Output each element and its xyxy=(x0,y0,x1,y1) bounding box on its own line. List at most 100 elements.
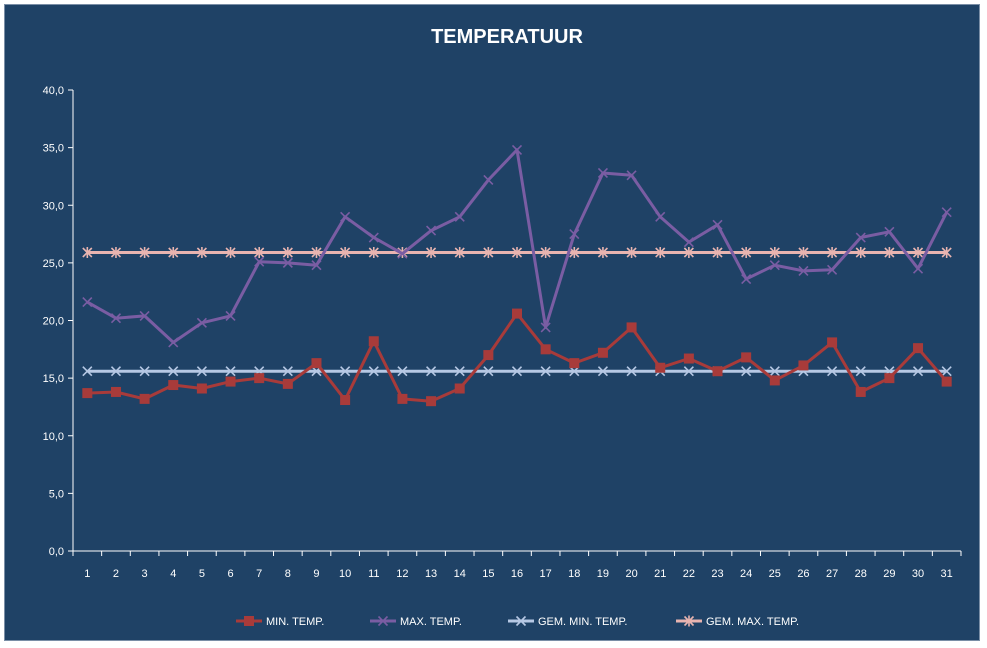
data-point xyxy=(655,362,666,373)
data-point xyxy=(884,373,895,384)
x-tick-label: 24 xyxy=(740,568,752,580)
y-tick-label: 5,0 xyxy=(49,488,64,500)
data-point xyxy=(855,247,866,259)
x-tick-label: 26 xyxy=(797,568,809,580)
data-point xyxy=(196,366,207,377)
x-tick-label: 20 xyxy=(625,568,637,580)
data-point xyxy=(941,247,952,259)
data-point xyxy=(569,228,580,240)
x-tick-label: 9 xyxy=(313,568,319,580)
data-point xyxy=(368,247,379,259)
series-layer xyxy=(82,144,952,407)
legend-item: MAX. TEMP. xyxy=(370,615,462,628)
y-tick-label: 10,0 xyxy=(43,431,64,443)
data-point xyxy=(454,366,465,377)
data-point xyxy=(82,388,93,399)
data-point xyxy=(798,247,809,259)
x-tick-label: 1 xyxy=(84,568,90,580)
data-point xyxy=(569,358,580,369)
x-tick-label: 15 xyxy=(482,568,494,580)
x-tick-label: 13 xyxy=(425,568,437,580)
data-point xyxy=(655,211,666,222)
x-tick-label: 21 xyxy=(654,568,666,580)
data-point xyxy=(913,343,924,354)
chart-area xyxy=(4,4,980,641)
data-point xyxy=(655,247,666,259)
data-point xyxy=(855,386,866,397)
data-point xyxy=(368,232,379,243)
data-point xyxy=(225,366,236,377)
x-tick-label: 2 xyxy=(113,568,119,580)
x-tick-label: 29 xyxy=(883,568,895,580)
data-point xyxy=(741,352,752,363)
y-tick-label: 15,0 xyxy=(43,373,64,385)
x-tick-label: 16 xyxy=(511,568,523,580)
data-point xyxy=(282,378,293,389)
data-point xyxy=(712,247,723,259)
series-4 xyxy=(82,247,952,259)
legend-item: GEM. MAX. TEMP. xyxy=(676,615,799,628)
data-point xyxy=(454,211,465,222)
series-2 xyxy=(82,144,952,348)
data-point xyxy=(540,322,551,333)
data-point xyxy=(168,247,179,259)
data-point xyxy=(626,170,637,181)
data-point xyxy=(397,366,408,377)
data-point xyxy=(626,366,637,377)
x-tick-label: 14 xyxy=(454,568,466,580)
legend-label: GEM. MAX. TEMP. xyxy=(706,616,799,628)
series-line xyxy=(87,312,948,403)
data-point xyxy=(282,257,293,268)
x-tick-label: 11 xyxy=(368,568,379,580)
data-point xyxy=(855,366,866,377)
data-point xyxy=(340,211,351,222)
data-point xyxy=(769,260,780,271)
data-point xyxy=(168,366,179,377)
x-tick-label: 6 xyxy=(227,568,233,580)
x-tick-label: 8 xyxy=(285,568,291,580)
data-point xyxy=(569,366,580,377)
chart-title: TEMPERATUUR xyxy=(431,26,583,48)
data-point xyxy=(340,395,351,406)
legend-marker xyxy=(244,616,254,626)
series-1 xyxy=(82,308,952,407)
data-point xyxy=(168,337,179,348)
axes: 0,05,010,015,020,025,030,035,040,01 2 3 4 5 6… xyxy=(43,85,962,580)
data-point xyxy=(769,375,780,386)
data-point xyxy=(110,313,122,324)
data-point xyxy=(741,273,752,285)
data-point xyxy=(483,366,494,377)
data-point xyxy=(884,226,895,237)
x-tick-label: 25 xyxy=(769,568,781,580)
data-point xyxy=(426,396,437,407)
y-tick-label: 35,0 xyxy=(43,143,64,155)
x-tick-label: 27 xyxy=(826,568,838,580)
data-point xyxy=(912,366,924,377)
data-point xyxy=(511,366,523,377)
data-point xyxy=(827,366,838,377)
y-tick-label: 0,0 xyxy=(49,546,64,558)
data-point xyxy=(282,366,293,377)
data-point xyxy=(741,247,752,259)
legend: MIN. TEMP. MAX. TEMP. GEM. MIN. TEMP. GEM. … xyxy=(236,615,799,628)
x-tick-label: 3 xyxy=(142,568,148,580)
data-point xyxy=(712,366,723,377)
data-point xyxy=(139,393,150,404)
x-tick-label: 31 xyxy=(941,568,953,580)
data-point xyxy=(540,344,551,355)
data-point xyxy=(254,247,265,259)
legend-item: GEM. MIN. TEMP. xyxy=(508,615,627,628)
x-tick-label: 7 xyxy=(256,568,262,580)
data-point xyxy=(683,353,694,364)
data-point xyxy=(368,336,379,347)
data-point xyxy=(110,386,121,397)
data-point xyxy=(139,366,150,377)
x-tick-label: 22 xyxy=(683,568,695,580)
data-point xyxy=(827,247,838,259)
x-tick-label: 23 xyxy=(711,568,723,580)
data-point xyxy=(225,247,236,259)
data-point xyxy=(798,360,809,371)
data-point xyxy=(311,260,322,271)
data-point xyxy=(827,337,838,348)
